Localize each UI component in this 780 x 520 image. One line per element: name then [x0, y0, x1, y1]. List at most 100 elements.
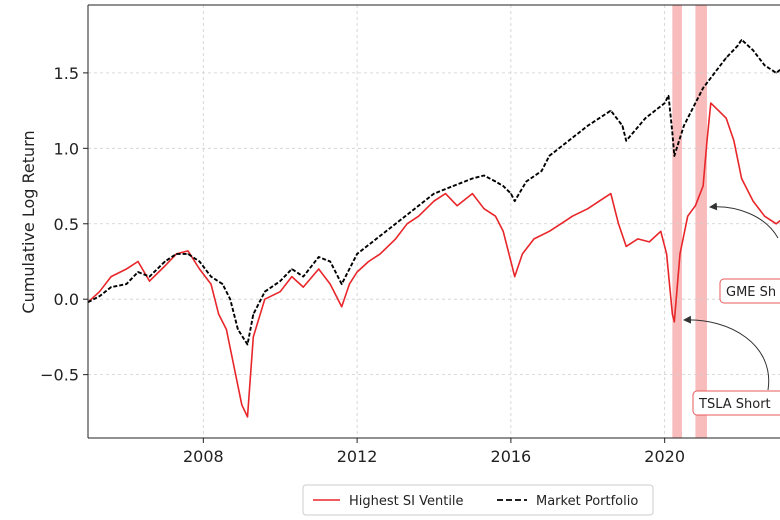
highest-si-point-19 — [291, 275, 293, 278]
highest-si-point-67 — [764, 215, 766, 217]
highest-si-point-56 — [679, 253, 681, 255]
highest-si-point-36 — [494, 215, 497, 217]
highest-si-point-11 — [218, 313, 220, 315]
market-point-44 — [625, 140, 627, 142]
highest-si-point-12 — [225, 328, 227, 330]
highest-si-point-40 — [521, 253, 524, 255]
market-point-14 — [246, 343, 249, 346]
highest-si-point-3 — [125, 268, 128, 270]
market-point-52 — [702, 87, 704, 89]
highest-si-point-33 — [456, 205, 458, 207]
highest-si-point-50 — [637, 238, 639, 240]
highest-si-point-42 — [548, 230, 550, 232]
tsla-annotation-label: TSLA Short — [698, 397, 771, 412]
shaded-period-0 — [672, 5, 682, 438]
highest-si-point-55 — [673, 321, 675, 323]
market-point-2 — [110, 286, 112, 288]
market-point-47 — [667, 94, 670, 97]
legend-label-market: Market Portfolio — [536, 494, 638, 509]
highest-si-point-25 — [356, 271, 358, 273]
market-point-43 — [621, 125, 623, 127]
shaded-periods — [672, 5, 707, 438]
annotations: TSLA Short GME Sh — [683, 202, 780, 416]
highest-si-point-60 — [706, 140, 708, 142]
market-point-22 — [341, 283, 343, 285]
market-point-51 — [694, 102, 697, 104]
highest-si-point-65 — [740, 177, 743, 180]
highest-si-point-51 — [648, 241, 650, 243]
market-point-8 — [187, 253, 189, 255]
market-point-54 — [725, 57, 727, 59]
highest-si-point-21 — [318, 268, 320, 270]
market-point-45 — [644, 117, 647, 119]
market-point-58 — [764, 64, 766, 66]
market-point-37 — [541, 170, 543, 172]
highest-si-point-63 — [725, 117, 727, 119]
highest-si-point-46 — [598, 200, 600, 202]
market-point-19 — [302, 275, 304, 278]
market-point-25 — [375, 238, 377, 240]
series-line-highest-si — [88, 102, 780, 418]
highest-si-point-1 — [98, 291, 101, 293]
market-point-42 — [610, 110, 612, 112]
market-point-30 — [471, 177, 474, 180]
market-point-31 — [483, 174, 485, 177]
highest-si-point-37 — [502, 230, 504, 232]
market-point-32 — [494, 180, 497, 183]
highest-si-point-30 — [418, 215, 420, 217]
market-point-57 — [752, 49, 754, 51]
market-point-3 — [125, 283, 128, 285]
y-axis-label: Cumulative Log Return — [19, 130, 38, 313]
market-point-55 — [737, 45, 739, 47]
highest-si-point-57 — [687, 215, 689, 217]
market-point-5 — [148, 275, 151, 278]
market-point-40 — [587, 125, 589, 127]
market-point-7 — [175, 253, 178, 255]
market-point-49 — [673, 155, 675, 157]
highest-si-point-41 — [533, 238, 535, 240]
highest-si-point-29 — [406, 223, 408, 225]
highest-si-point-23 — [341, 306, 343, 308]
highest-si-point-8 — [187, 250, 189, 252]
y-tick-label-2: 0.5 — [54, 215, 79, 234]
market-point-29 — [452, 185, 454, 187]
market-point-20 — [318, 256, 320, 258]
highest-si-point-35 — [483, 208, 485, 210]
y-tick-label-4: 1.5 — [54, 64, 79, 83]
gme-annotation-arrow — [709, 202, 779, 239]
grid-lines — [88, 5, 780, 438]
highest-si-point-5 — [148, 280, 151, 282]
gme-annotation-box — [719, 278, 780, 304]
highest-si-point-10 — [210, 283, 212, 285]
market-point-24 — [356, 253, 358, 255]
tsla-annotation-box — [692, 390, 780, 416]
highest-si-point-49 — [625, 245, 627, 247]
market-point-53 — [714, 72, 716, 74]
highest-si-point-44 — [571, 215, 574, 217]
y-axis-ticks: −0.5 0.0 0.5 1.0 1.5 — [40, 64, 88, 385]
highest-si-point-47 — [610, 192, 612, 195]
highest-si-point-6 — [164, 265, 166, 267]
highest-si-point-32 — [444, 192, 447, 195]
highest-si-point-59 — [702, 185, 704, 187]
market-point-41 — [598, 117, 600, 119]
market-point-23 — [348, 268, 351, 270]
highest-si-point-34 — [471, 192, 474, 195]
tsla-annotation-arrow — [683, 315, 770, 391]
highest-si-point-9 — [198, 268, 201, 270]
x-tick-label-3: 2020 — [644, 447, 685, 466]
highest-si-point-24 — [348, 283, 351, 285]
market-point-1 — [98, 295, 101, 297]
highest-si-point-64 — [733, 140, 735, 142]
market-point-28 — [433, 192, 435, 195]
y-tick-label-1: 0.0 — [54, 290, 79, 309]
gme-annotation-label: GME Sh — [726, 285, 776, 300]
highest-si-point-2 — [110, 275, 112, 278]
highest-si-point-68 — [775, 223, 777, 225]
market-point-33 — [502, 185, 504, 187]
market-point-17 — [279, 280, 281, 282]
market-point-35 — [514, 200, 516, 202]
market-point-48 — [671, 132, 673, 134]
x-tick-label-2: 2016 — [491, 447, 532, 466]
highest-si-point-13 — [233, 366, 235, 368]
